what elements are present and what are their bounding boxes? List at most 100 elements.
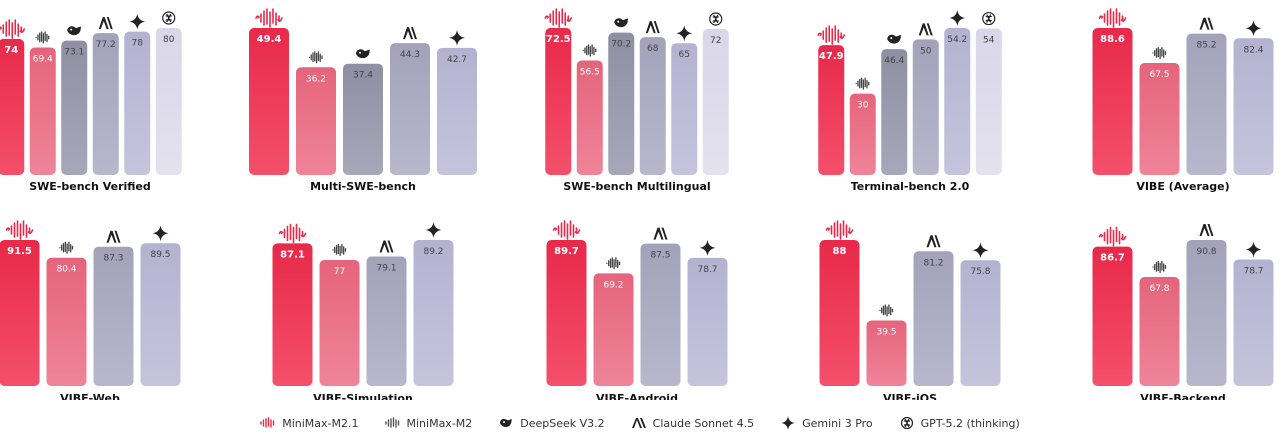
bar — [912, 39, 939, 175]
minimax-wave-icon — [384, 416, 401, 430]
minimax-wave-icon — [0, 19, 26, 39]
legend-label: MiniMax-M2.1 — [282, 416, 359, 430]
data-label: 75.8 — [970, 267, 990, 277]
bar — [46, 257, 87, 386]
chart-panel: 47.9 30 46.4 50 54.2 54 Terminal-bench 2.0 — [817, 10, 1002, 193]
legend-item-minimax-m21: MiniMax-M2.1 — [260, 416, 359, 430]
bar — [975, 28, 1002, 175]
data-label: 77.2 — [96, 40, 116, 50]
bar — [1186, 33, 1227, 175]
bar — [61, 40, 88, 176]
anthropic-logo-icon — [379, 240, 394, 253]
bar — [546, 240, 587, 386]
data-label: 91.5 — [7, 246, 32, 257]
data-label: 72 — [710, 36, 721, 46]
legend-label: Gemini 3 Pro — [802, 416, 873, 430]
data-label: 73.1 — [64, 48, 84, 58]
deepseek-whale-icon — [614, 18, 629, 28]
anthropic-logo-icon — [98, 17, 113, 30]
legend-item-deepseek: DeepSeek V3.2 — [498, 416, 605, 430]
bar — [545, 28, 572, 175]
bar — [866, 320, 907, 386]
data-label: 30 — [857, 101, 869, 111]
minimax-wave-icon — [59, 241, 74, 254]
bar — [343, 63, 383, 175]
chart-title: SWE-bench Multilingual — [563, 180, 710, 193]
data-label: 67.8 — [1149, 284, 1169, 294]
bar — [671, 43, 698, 176]
minimax-wave-icon — [1152, 46, 1167, 60]
gemini-sparkle-icon — [676, 25, 693, 42]
bar — [849, 93, 876, 175]
data-label: 54.2 — [947, 35, 967, 45]
bar — [390, 43, 430, 175]
legend-label: MiniMax-M2 — [406, 416, 473, 430]
bar — [1233, 259, 1274, 386]
data-label: 37.4 — [353, 71, 373, 81]
bar — [92, 33, 119, 175]
chart-title: VIBE-Backend — [1140, 392, 1226, 400]
anthropic-logo-icon — [918, 23, 933, 36]
data-label: 69.2 — [603, 280, 623, 290]
bar — [639, 37, 666, 175]
deepseek-whale-icon — [356, 49, 370, 59]
minimax-wave-icon — [278, 223, 307, 244]
bar — [881, 49, 908, 175]
minimax-wave-icon — [817, 25, 846, 45]
data-label: 89.5 — [150, 250, 170, 260]
bar — [960, 260, 1001, 386]
data-label: 89.7 — [554, 246, 579, 257]
minimax-wave-icon — [552, 220, 581, 240]
legend-label: DeepSeek V3.2 — [520, 416, 605, 430]
minimax-wave-icon — [544, 8, 573, 28]
gemini-sparkle-icon — [129, 13, 146, 30]
chart-title: Terminal-bench 2.0 — [851, 180, 970, 193]
data-label: 80 — [163, 35, 175, 45]
chart-panel: 91.5 80.4 87.3 89.5 VIBE-Web — [0, 220, 181, 400]
openai-logo-icon — [982, 11, 996, 26]
data-label: 44.3 — [400, 50, 420, 60]
chart-panel: 74 69.4 73.1 77.2 78 80 SWE-bench Verified — [0, 11, 182, 193]
data-label: 77 — [334, 267, 345, 277]
data-label: 42.7 — [447, 55, 467, 65]
gemini-sparkle-icon — [1245, 241, 1262, 258]
data-label: 80.4 — [56, 265, 76, 275]
minimax-wave-icon — [5, 220, 34, 240]
data-label: 36.2 — [306, 74, 326, 84]
bar — [1186, 240, 1227, 386]
minimax-wave-icon — [606, 257, 621, 270]
chart-title: SWE-bench Verified — [29, 180, 151, 193]
anthropic-logo-icon — [106, 230, 121, 243]
minimax-wave-icon — [1098, 226, 1127, 247]
bar — [0, 240, 40, 386]
data-label: 39.5 — [876, 327, 896, 337]
chart-panel: 49.4 36.2 37.4 44.3 42.7 Multi-SWE-bench — [249, 8, 477, 193]
data-label: 46.4 — [884, 56, 904, 66]
bar — [593, 273, 634, 386]
bar — [29, 47, 56, 175]
gemini-sparkle-icon — [425, 222, 442, 238]
bar — [1139, 63, 1180, 175]
bar — [124, 31, 151, 175]
data-label: 70.2 — [611, 40, 631, 50]
data-label: 78 — [132, 39, 144, 49]
bar — [249, 28, 289, 175]
legend-item-gpt: GPT-5.2 (thinking) — [899, 416, 1020, 430]
chart-panel: 86.7 67.8 90.8 78.7 VIBE-Backend — [1092, 224, 1274, 400]
chart-title: VIBE (Average) — [1136, 180, 1229, 193]
gemini-sparkle-icon — [449, 29, 465, 46]
bar — [640, 243, 681, 386]
openai-logo-icon — [899, 416, 915, 430]
minimax-wave-icon — [255, 8, 283, 28]
minimax-wave-icon — [332, 243, 347, 257]
chart-title: Multi-SWE-bench — [310, 180, 416, 193]
bar — [608, 32, 635, 175]
anthropic-logo-icon — [653, 227, 668, 240]
data-label: 87.1 — [280, 249, 305, 260]
openai-logo-icon — [162, 11, 176, 25]
minimax-wave-icon — [825, 220, 854, 240]
minimax-wave-icon — [308, 51, 323, 64]
bar — [296, 67, 336, 175]
gemini-sparkle-icon — [699, 239, 716, 256]
bar — [93, 246, 134, 386]
